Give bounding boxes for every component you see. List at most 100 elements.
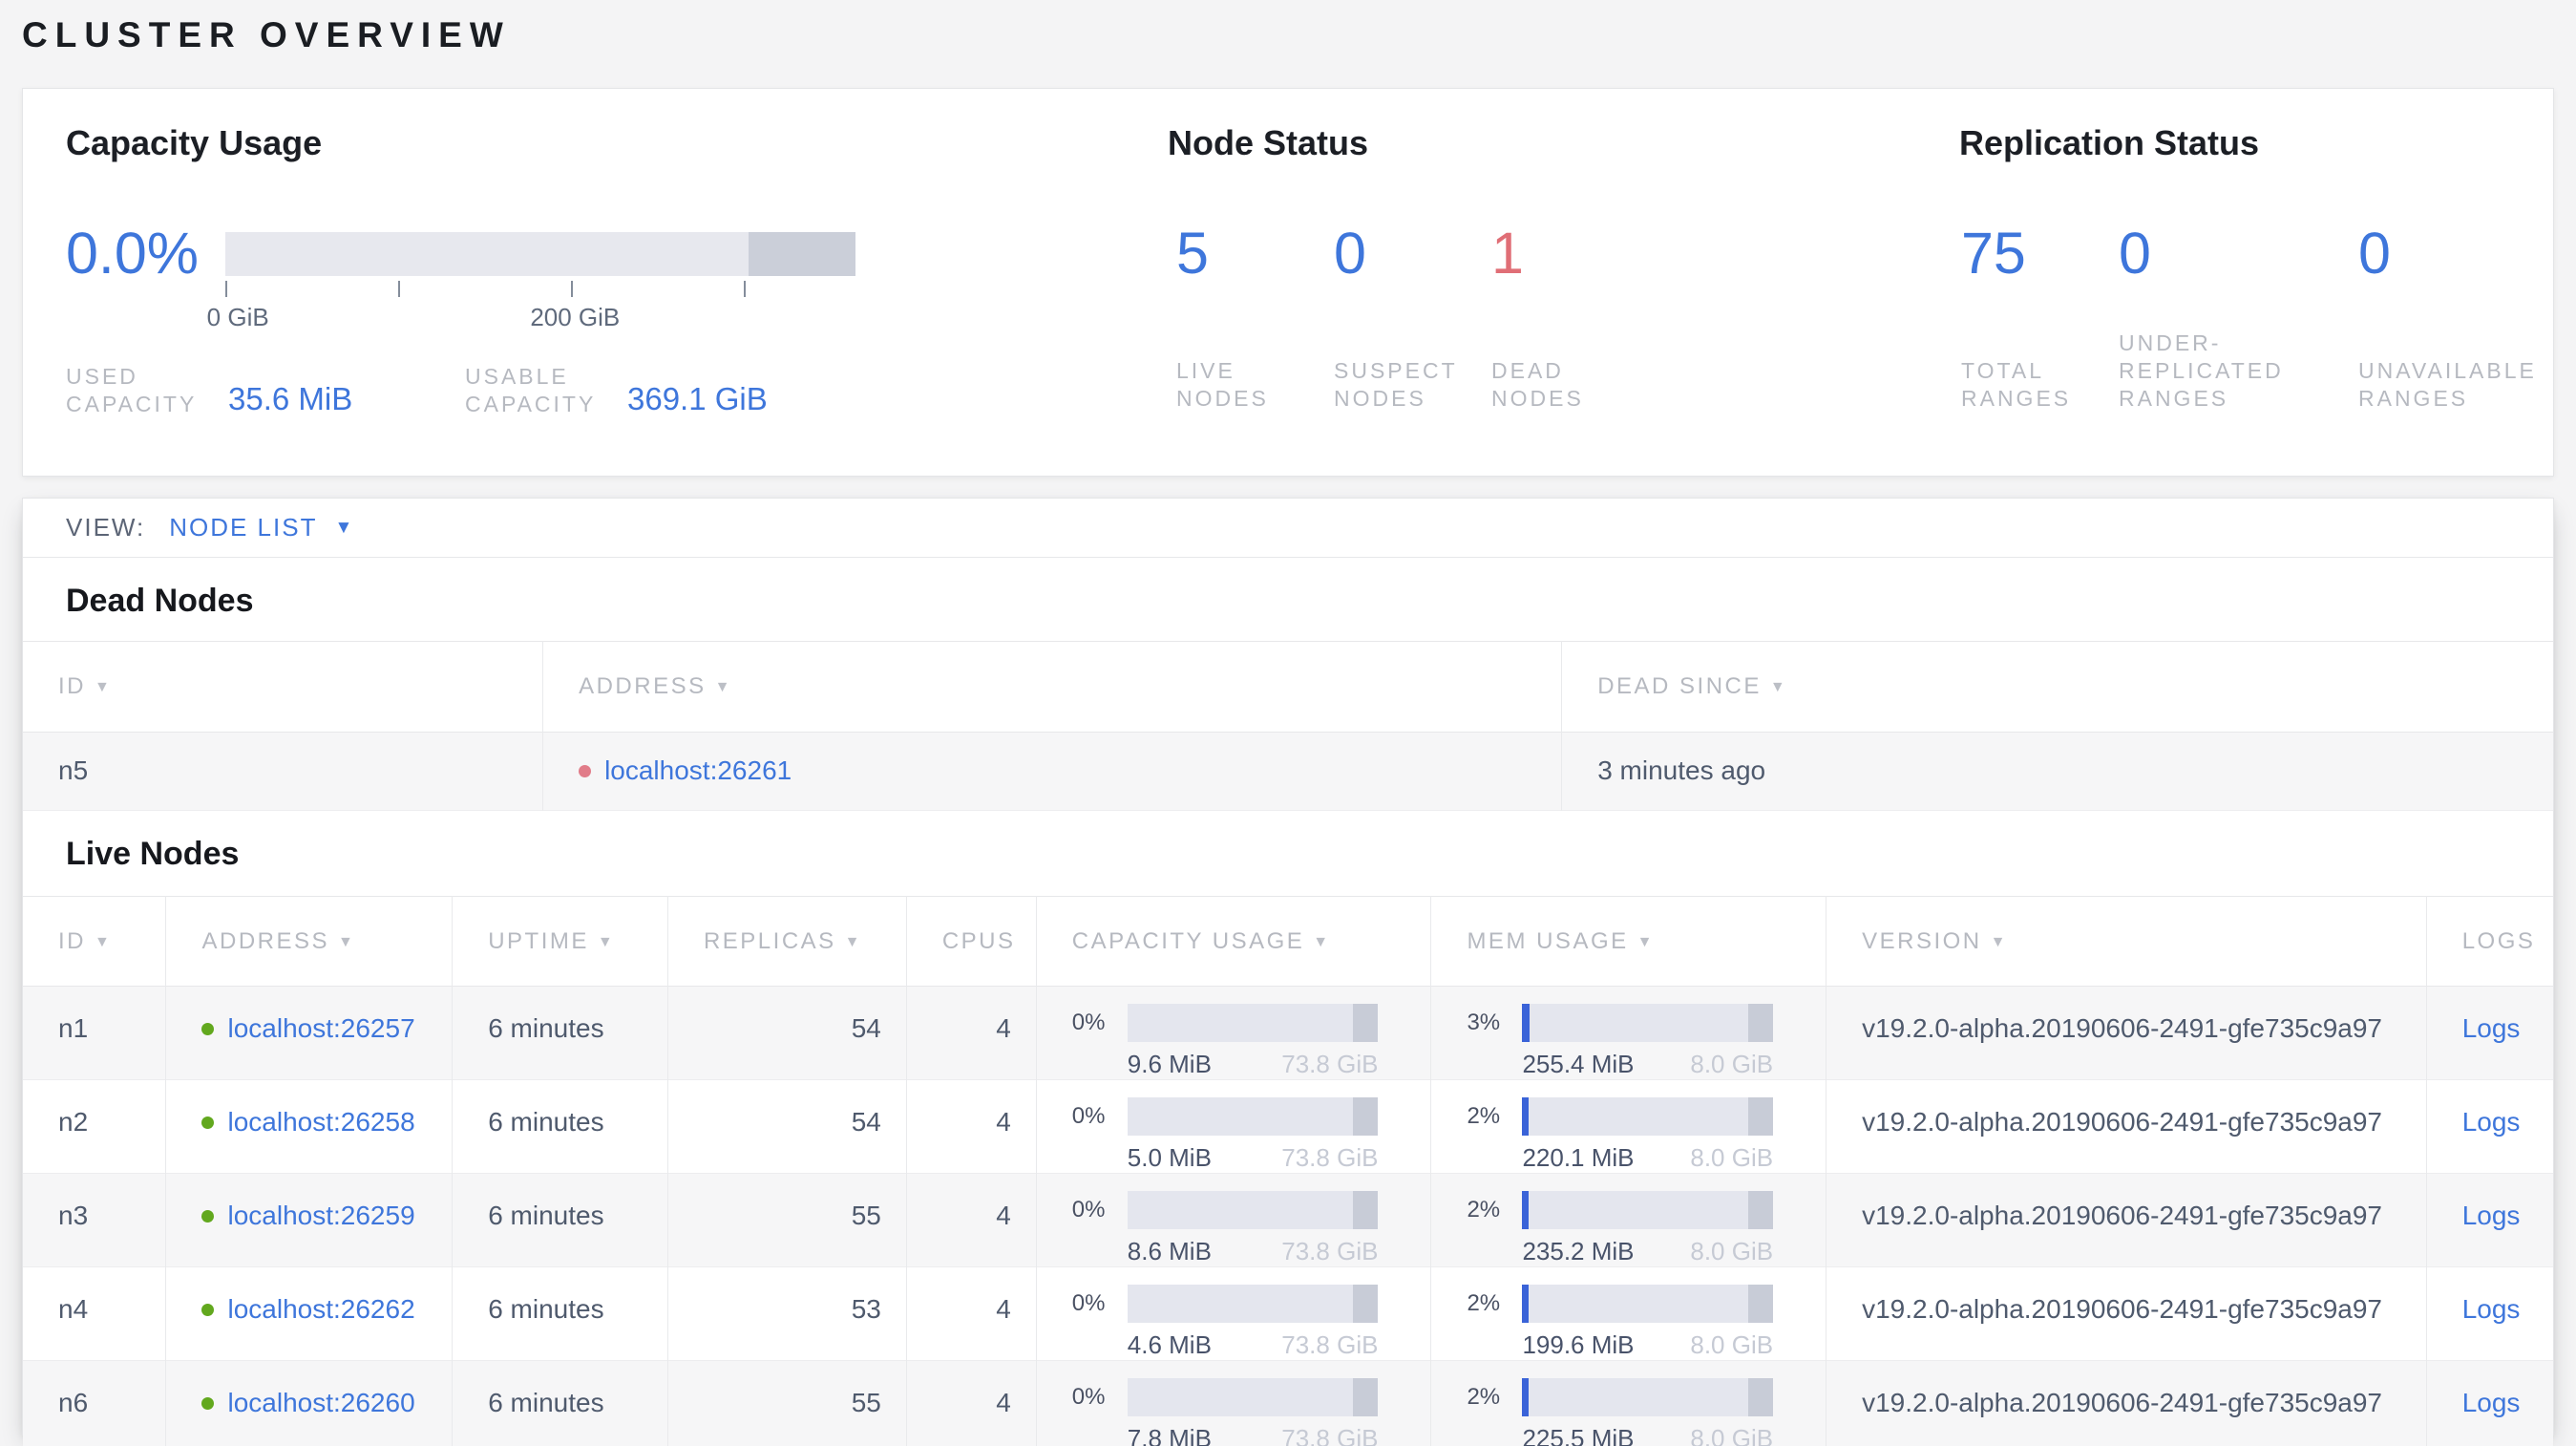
- node-id-cell: n1: [23, 986, 167, 1080]
- node-address: localhost:26257: [201, 1013, 452, 1044]
- logs-link[interactable]: Logs: [2461, 1388, 2521, 1417]
- dead-status-dot-icon: [579, 764, 592, 777]
- total-ranges-label: TOTAL RANGES: [1961, 358, 2072, 411]
- dead-nodes-count: 1: [1491, 221, 1524, 286]
- axis-tick: [397, 281, 400, 297]
- column-header-id[interactable]: ID ▼: [23, 896, 167, 987]
- mem-usage-bar: 2%: [1467, 1097, 1774, 1136]
- uptime-cell: 6 minutes: [452, 1266, 668, 1361]
- mem-reserved-segment: [1747, 1004, 1774, 1042]
- column-header-mem-usage[interactable]: MEM USAGE ▼: [1430, 896, 1827, 987]
- axis-tick: [570, 281, 573, 297]
- live-nodes-label: LIVE NODES: [1176, 358, 1269, 411]
- node-address-link[interactable]: localhost:26262: [227, 1294, 415, 1324]
- column-header-dead-since[interactable]: DEAD SINCE ▼: [1597, 673, 1788, 699]
- column-header-capacity-usage[interactable]: CAPACITY USAGE ▼: [1036, 896, 1432, 987]
- column-header-logs: LOGS: [2461, 928, 2536, 954]
- capacity-total-value: 73.8 GiB: [1281, 1050, 1379, 1078]
- node-address: localhost:26259: [201, 1201, 452, 1231]
- mem-percent-label: 2%: [1467, 1290, 1501, 1316]
- capacity-reserved-segment: [1353, 1378, 1379, 1416]
- sort-desc-icon: ▼: [95, 679, 113, 695]
- usable-capacity-value: 369.1 GiB: [627, 381, 768, 416]
- cpus-cell: 4: [906, 1173, 1037, 1267]
- unavailable-ranges-label: UNAVAILABLE RANGES: [2358, 358, 2537, 411]
- axis-tick-label: 0 GiB: [206, 303, 269, 331]
- table-row: n5 localhost:26261 3 minutes ago: [23, 732, 2553, 811]
- sort-desc-icon: ▼: [1313, 934, 1331, 950]
- sort-desc-icon: ▼: [338, 934, 356, 950]
- mem-fill: [1522, 1285, 1529, 1323]
- suspect-nodes-label: SUSPECT NODES: [1334, 358, 1458, 411]
- mem-percent-label: 2%: [1467, 1197, 1501, 1223]
- replicas-cell: 54: [667, 1079, 907, 1174]
- mem-used-value: 199.6 MiB: [1522, 1330, 1635, 1359]
- version-cell: v19.2.0-alpha.20190606-2491-gfe735c9a97: [1826, 1173, 2427, 1267]
- mem-used-value: 225.5 MiB: [1522, 1424, 1635, 1446]
- logs-link[interactable]: Logs: [2461, 1013, 2521, 1043]
- node-address-link[interactable]: localhost:26261: [604, 755, 792, 785]
- live-status-dot-icon: [201, 1209, 215, 1223]
- view-bar: VIEW: NODE LIST ▼: [23, 499, 2553, 558]
- mem-total-value: 8.0 GiB: [1690, 1237, 1774, 1265]
- under-replicated-ranges-label: UNDER- REPLICATED RANGES: [2119, 330, 2284, 411]
- capacity-used-value: 8.6 MiB: [1127, 1237, 1212, 1265]
- sort-desc-icon: ▼: [597, 934, 616, 950]
- column-header-address[interactable]: ADDRESS ▼: [165, 896, 454, 987]
- node-status-title: Node Status: [1168, 123, 1369, 162]
- sort-desc-icon: ▼: [95, 934, 113, 950]
- node-address-link[interactable]: localhost:26258: [227, 1107, 415, 1137]
- node-id-cell: n3: [23, 1173, 167, 1267]
- replicas-cell: 53: [667, 1266, 907, 1361]
- view-selector-dropdown[interactable]: NODE LIST ▼: [169, 513, 352, 542]
- mem-usage-bar: 2%: [1467, 1191, 1774, 1229]
- version-cell: v19.2.0-alpha.20190606-2491-gfe735c9a97: [1826, 986, 2427, 1080]
- mem-percent-label: 3%: [1467, 1010, 1501, 1035]
- table-row: n3 localhost:26259 6 minutes 55 4 0%: [23, 1173, 2553, 1267]
- logs-link[interactable]: Logs: [2461, 1201, 2521, 1230]
- mem-usage-bar: 3%: [1467, 1004, 1774, 1042]
- table-row: n2 localhost:26258 6 minutes 54 4 0%: [23, 1079, 2553, 1174]
- node-address-link[interactable]: localhost:26257: [227, 1013, 415, 1043]
- cpus-cell: 4: [906, 1079, 1037, 1174]
- cpus-cell: 4: [906, 1266, 1037, 1361]
- mem-fill: [1522, 1378, 1529, 1416]
- column-header-version[interactable]: VERSION ▼: [1826, 896, 2427, 987]
- mem-reserved-segment: [1747, 1097, 1774, 1136]
- capacity-total-value: 73.8 GiB: [1281, 1237, 1379, 1265]
- cpus-cell: 4: [906, 1360, 1037, 1446]
- axis-tick: [225, 281, 227, 297]
- capacity-usage-bar: 0%: [1072, 1097, 1379, 1136]
- logs-link[interactable]: Logs: [2461, 1107, 2521, 1137]
- mem-reserved-segment: [1747, 1191, 1774, 1229]
- node-id-cell: n6: [23, 1360, 167, 1446]
- column-header-cpus: CPUS: [906, 896, 1037, 987]
- column-header-replicas[interactable]: REPLICAS ▼: [667, 896, 907, 987]
- capacity-reserved-segment: [1353, 1004, 1379, 1042]
- table-row: n6 localhost:26260 6 minutes 55 4 0%: [23, 1360, 2553, 1446]
- capacity-gauge: 0 GiB 200 GiB: [207, 232, 855, 331]
- column-header-id[interactable]: ID ▼: [23, 641, 544, 733]
- mem-usage-bar: 2%: [1467, 1285, 1774, 1323]
- uptime-cell: 6 minutes: [452, 1360, 668, 1446]
- column-header-address[interactable]: ADDRESS ▼: [542, 641, 1563, 733]
- version-cell: v19.2.0-alpha.20190606-2491-gfe735c9a97: [1826, 1266, 2427, 1361]
- stat-label-line: CAPACITY: [465, 392, 597, 416]
- node-id-cell: n5: [23, 732, 544, 811]
- sort-desc-icon: ▼: [1990, 934, 2008, 950]
- sort-desc-icon: ▼: [1769, 679, 1788, 695]
- mem-total-value: 8.0 GiB: [1690, 1424, 1774, 1446]
- logs-link[interactable]: Logs: [2461, 1294, 2521, 1324]
- replication-status-title: Replication Status: [1959, 123, 2260, 162]
- node-address-link[interactable]: localhost:26260: [227, 1388, 415, 1417]
- capacity-percent-label: 0%: [1071, 1197, 1106, 1223]
- node-address-link[interactable]: localhost:26259: [227, 1201, 415, 1230]
- replicas-cell: 55: [667, 1360, 907, 1446]
- capacity-gauge-ticks: [225, 281, 855, 300]
- stat-label-line: USED: [66, 364, 138, 389]
- column-header-uptime[interactable]: UPTIME ▼: [452, 896, 668, 987]
- node-id-cell: n2: [23, 1079, 167, 1174]
- capacity-usage-bar: 0%: [1072, 1378, 1379, 1416]
- capacity-reserved-segment: [1353, 1285, 1379, 1323]
- mem-percent-label: 2%: [1467, 1384, 1501, 1410]
